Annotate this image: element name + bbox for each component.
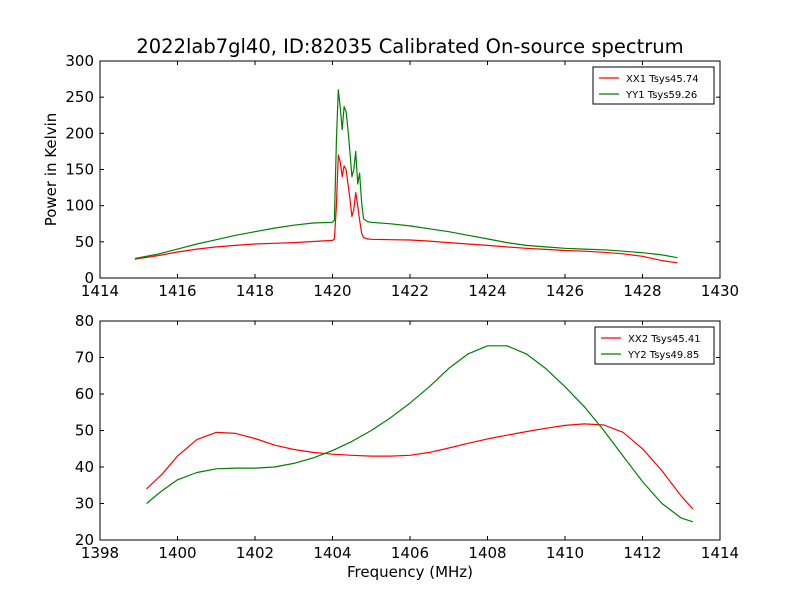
series-group xyxy=(146,345,694,523)
top-chart: 1414 1416 1418 1420 1422 1424 1426 1428 1430 0 50 1… xyxy=(42,52,739,300)
series-line-2 xyxy=(146,345,694,523)
y-tick-label: 250 xyxy=(65,88,94,106)
legend: XX1 Tsys45.74 YY1 Tsys59.26 xyxy=(592,66,715,105)
y-tick-label: 40 xyxy=(75,458,94,476)
x-tick-label: 1408 xyxy=(468,544,506,562)
x-tick-label: 1416 xyxy=(158,282,196,300)
x-tick-label: 1414 xyxy=(701,544,739,562)
x-tick-label: 1402 xyxy=(236,544,274,562)
x-tick-label: 1398 xyxy=(81,544,119,562)
legend-label: YY1 Tsys59.26 xyxy=(625,90,697,101)
x-tick-label: 1400 xyxy=(158,544,196,562)
x-tick-label: 1420 xyxy=(313,282,351,300)
x-tick-label: 1414 xyxy=(81,282,119,300)
x-tick-label: 1426 xyxy=(546,282,584,300)
x-axis-label: Frequency (MHz) xyxy=(347,563,473,581)
legend: XX2 Tsys45.41 YY2 Tsys49.85 xyxy=(594,326,715,365)
y-tick-label: 300 xyxy=(65,52,94,70)
x-tick-label: 1418 xyxy=(236,282,274,300)
series-line-1 xyxy=(134,154,678,264)
y-tick-label: 50 xyxy=(75,422,94,440)
x-tick-label: 1404 xyxy=(313,544,351,562)
y-axis-label: Power in Kelvin xyxy=(42,113,60,227)
x-tick-label: 1412 xyxy=(623,544,661,562)
legend-label: YY2 Tsys49.85 xyxy=(627,350,699,361)
x-tick-label: 1428 xyxy=(623,282,661,300)
series-line-2 xyxy=(134,89,678,260)
legend-label: XX1 Tsys45.74 xyxy=(626,74,699,85)
legend-label: XX2 Tsys45.41 xyxy=(628,334,701,345)
x-tick-label: 1422 xyxy=(391,282,429,300)
y-tick-label: 200 xyxy=(65,124,94,142)
bottom-chart: 1398 1400 1402 1404 1406 1408 1410 1412 1414 20 30… xyxy=(75,312,739,581)
x-tick-label: 1424 xyxy=(468,282,506,300)
series-line-1 xyxy=(146,423,694,510)
x-tick-label: 1406 xyxy=(391,544,429,562)
y-tick-label: 30 xyxy=(75,495,94,513)
y-tick-label: 50 xyxy=(75,233,94,251)
y-tick-label: 20 xyxy=(75,531,94,549)
y-tick-label: 80 xyxy=(75,312,94,330)
y-tick-label: 0 xyxy=(84,269,94,287)
figure-title: 2022lab7gl40, ID:82035 Calibrated On-sou… xyxy=(136,35,683,58)
x-tick-label: 1430 xyxy=(701,282,739,300)
y-tick-label: 100 xyxy=(65,197,94,215)
x-tick-label: 1410 xyxy=(546,544,584,562)
y-tick-label: 150 xyxy=(65,161,94,179)
y-tick-label: 70 xyxy=(75,349,94,367)
y-tick-label: 60 xyxy=(75,385,94,403)
series-group xyxy=(134,89,678,264)
